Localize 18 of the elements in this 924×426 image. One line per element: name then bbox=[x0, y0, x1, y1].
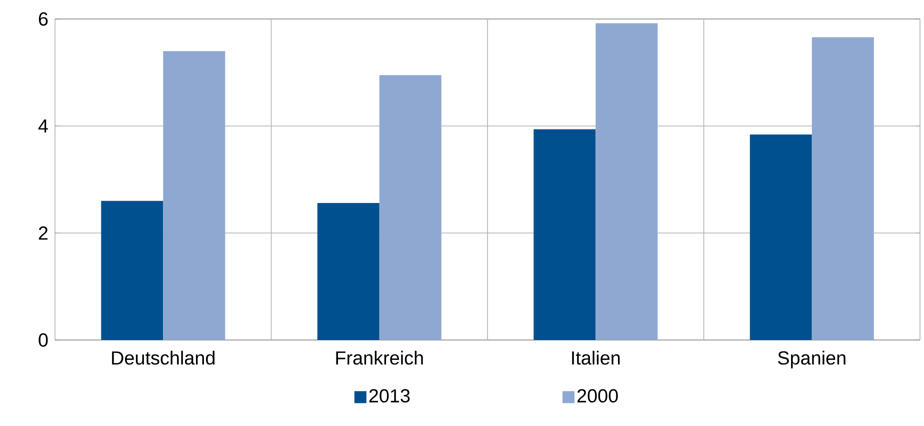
bar bbox=[750, 134, 812, 340]
bar bbox=[101, 200, 164, 340]
legend-label: 2013 bbox=[369, 389, 410, 403]
bar bbox=[379, 75, 442, 340]
x-tick-label: Italien bbox=[572, 350, 620, 365]
bar bbox=[163, 51, 226, 340]
x-tick-label: Spanien bbox=[778, 350, 846, 368]
bar bbox=[534, 129, 596, 340]
y-tick-label: 4 bbox=[38, 119, 48, 133]
legend-label: 2000 bbox=[577, 389, 618, 403]
x-tick-label: Frankreich bbox=[336, 350, 423, 365]
bar bbox=[317, 203, 380, 340]
y-tick-label: 0 bbox=[38, 333, 48, 347]
bar bbox=[812, 37, 874, 340]
y-tick-label: 6 bbox=[38, 12, 48, 26]
bar bbox=[596, 23, 658, 340]
y-tick-label: 2 bbox=[38, 226, 48, 240]
x-tick-label: Deutschland bbox=[112, 350, 214, 365]
